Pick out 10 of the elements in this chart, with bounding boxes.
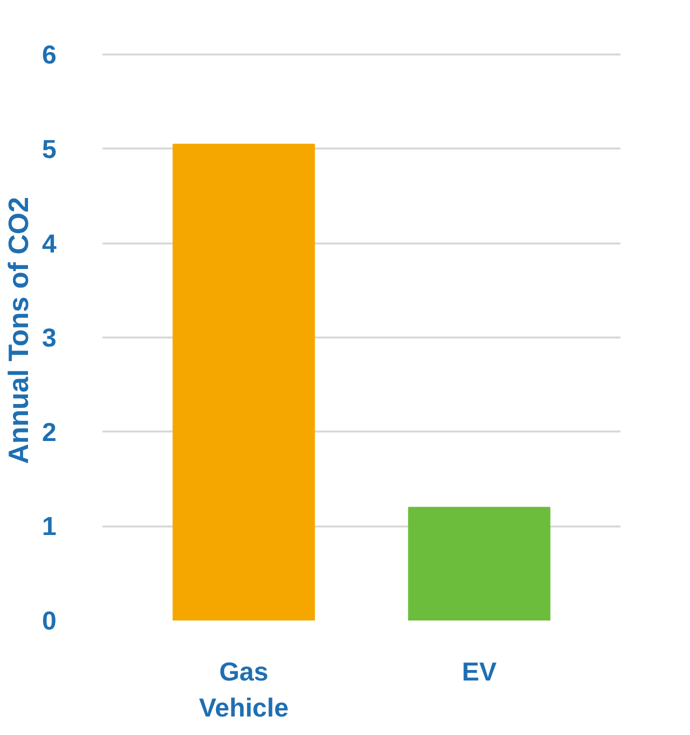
y-tick-label: 1 — [42, 511, 57, 542]
x-tick-label: Gas Vehicle — [198, 656, 289, 722]
y-tick-label: 6 — [42, 40, 57, 70]
y-axis-title: Annual Tons of CO2 — [3, 196, 34, 464]
y-tick-label: 4 — [42, 228, 58, 258]
y-tick-label: 5 — [42, 134, 57, 164]
y-tick-label: 0 — [42, 606, 57, 636]
y-tick-label: 3 — [42, 322, 57, 353]
y-tick-label: 2 — [42, 416, 57, 447]
x-tick-label: EV — [462, 656, 498, 686]
